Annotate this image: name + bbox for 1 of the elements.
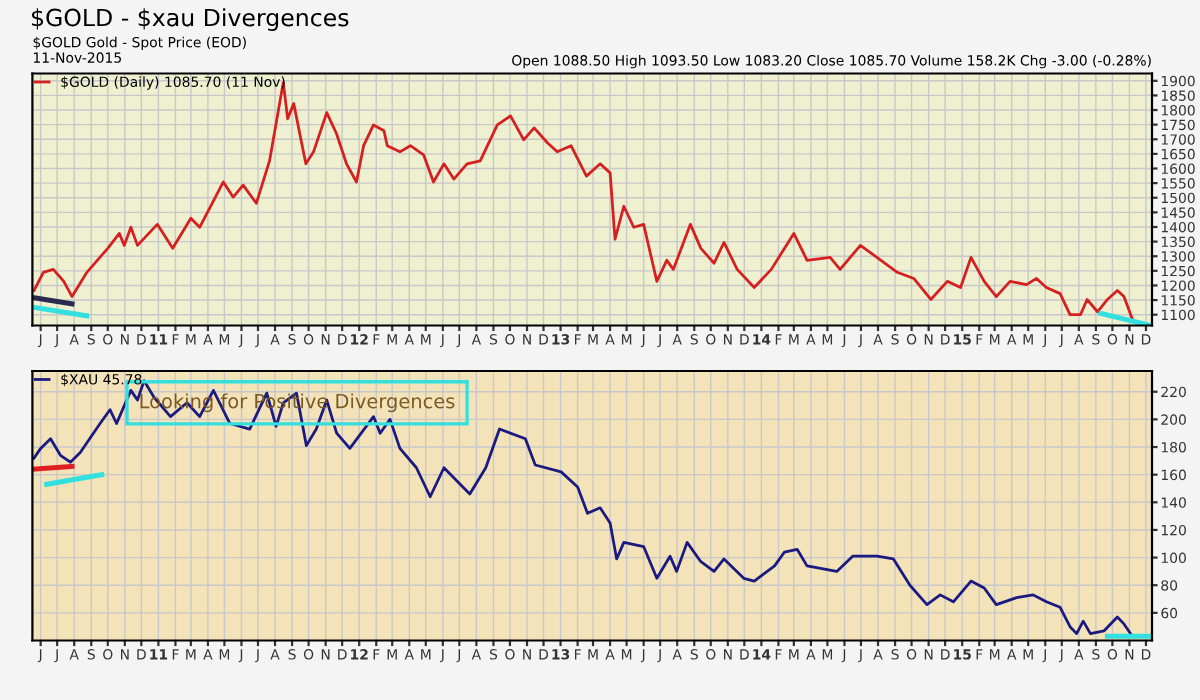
chart-title: $GOLD - $xau Divergences <box>31 8 349 32</box>
